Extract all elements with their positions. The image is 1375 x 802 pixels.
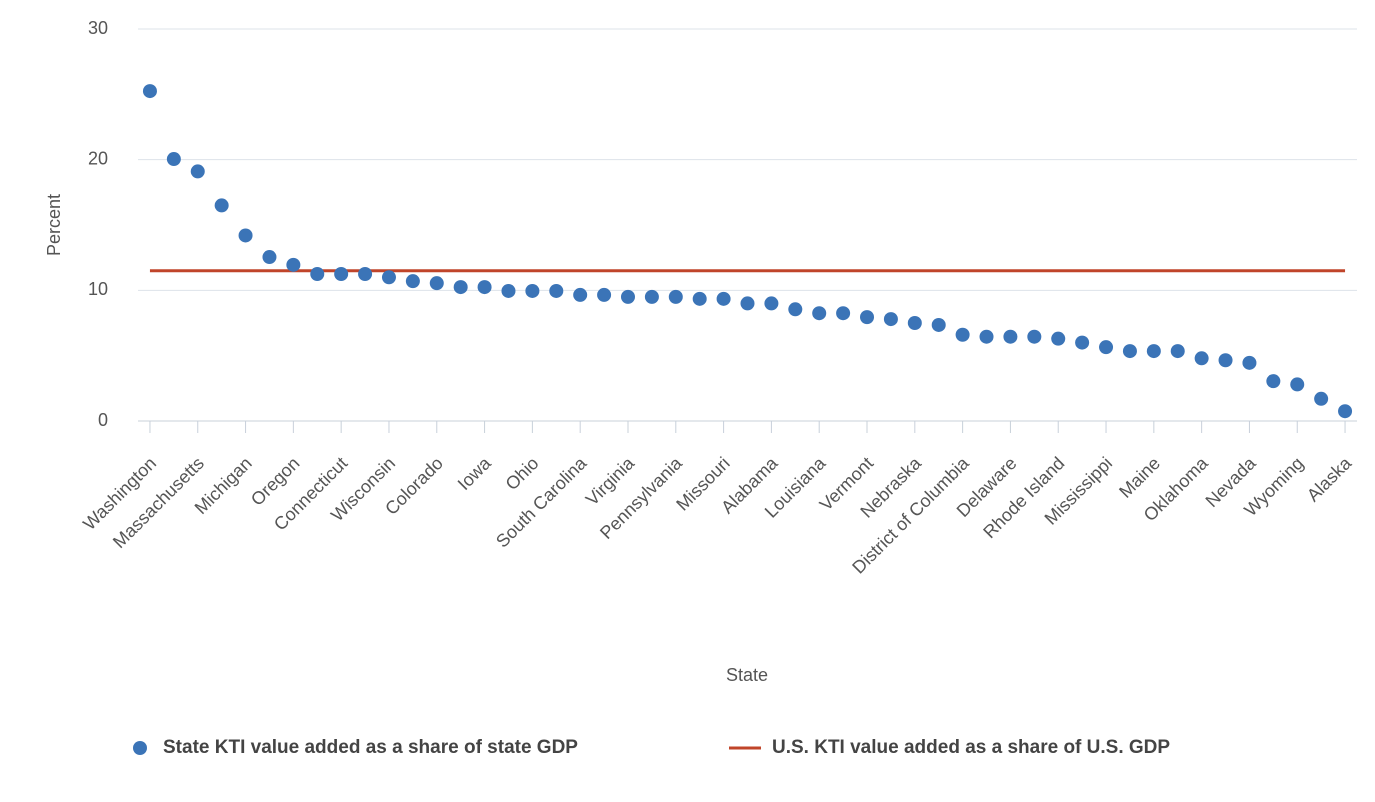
data-point	[764, 296, 779, 311]
data-point	[549, 283, 564, 298]
data-point	[238, 228, 253, 243]
data-point	[262, 250, 277, 265]
data-point	[1314, 391, 1329, 406]
x-tick-label: Pennsylvania	[596, 452, 687, 543]
y-axis-label: Percent	[44, 194, 64, 256]
data-point	[1027, 329, 1042, 344]
data-point	[190, 164, 205, 179]
y-tick-label: 30	[88, 18, 108, 38]
data-point	[1266, 374, 1281, 389]
data-point	[1218, 353, 1233, 368]
data-point	[405, 274, 420, 289]
data-point	[620, 289, 635, 304]
legend-label: State KTI value added as a share of stat…	[163, 737, 578, 758]
data-point	[525, 283, 540, 298]
data-point	[334, 267, 349, 281]
data-point	[668, 289, 683, 304]
data-point	[931, 317, 946, 332]
data-point	[1290, 377, 1305, 392]
data-point	[812, 306, 827, 321]
data-point	[286, 257, 301, 272]
data-point	[166, 152, 181, 167]
data-point	[1075, 335, 1090, 350]
data-point	[573, 287, 588, 302]
data-point	[142, 84, 157, 99]
x-tick-label: Alaska	[1303, 452, 1356, 505]
data-point	[1338, 404, 1353, 419]
x-axis-label: State	[726, 665, 768, 685]
data-point	[1242, 355, 1257, 370]
data-point	[453, 280, 468, 295]
data-point	[692, 291, 707, 306]
data-point	[597, 287, 612, 302]
data-point	[716, 291, 731, 306]
data-point	[214, 198, 229, 213]
data-point	[788, 302, 803, 317]
data-point	[429, 276, 444, 291]
x-tick-label: Ohio	[502, 453, 543, 494]
data-point	[381, 270, 396, 285]
y-tick-label: 10	[88, 279, 108, 299]
data-point	[501, 283, 516, 298]
legend: State KTI value added as a share of stat…	[133, 737, 1170, 758]
data-point	[740, 296, 755, 311]
data-point	[836, 306, 851, 321]
data-point	[477, 280, 492, 295]
data-point	[358, 267, 373, 281]
data-point	[1194, 351, 1209, 366]
data-point	[1122, 344, 1137, 359]
y-tick-label: 20	[88, 148, 108, 168]
data-point	[955, 327, 970, 342]
data-point	[1003, 329, 1018, 344]
y-tick-label: 0	[98, 410, 108, 430]
data-point	[883, 312, 898, 327]
data-point	[979, 329, 994, 344]
legend-label: U.S. KTI value added as a share of U.S. …	[772, 737, 1170, 758]
data-point	[1170, 344, 1185, 359]
data-point	[1099, 340, 1114, 355]
data-point	[1146, 344, 1161, 359]
data-point	[907, 316, 922, 330]
x-tick-label: Iowa	[454, 452, 496, 494]
data-point	[860, 310, 875, 325]
data-point	[310, 267, 325, 281]
legend-marker	[133, 741, 147, 755]
data-point	[644, 289, 659, 304]
data-point	[1051, 331, 1066, 346]
